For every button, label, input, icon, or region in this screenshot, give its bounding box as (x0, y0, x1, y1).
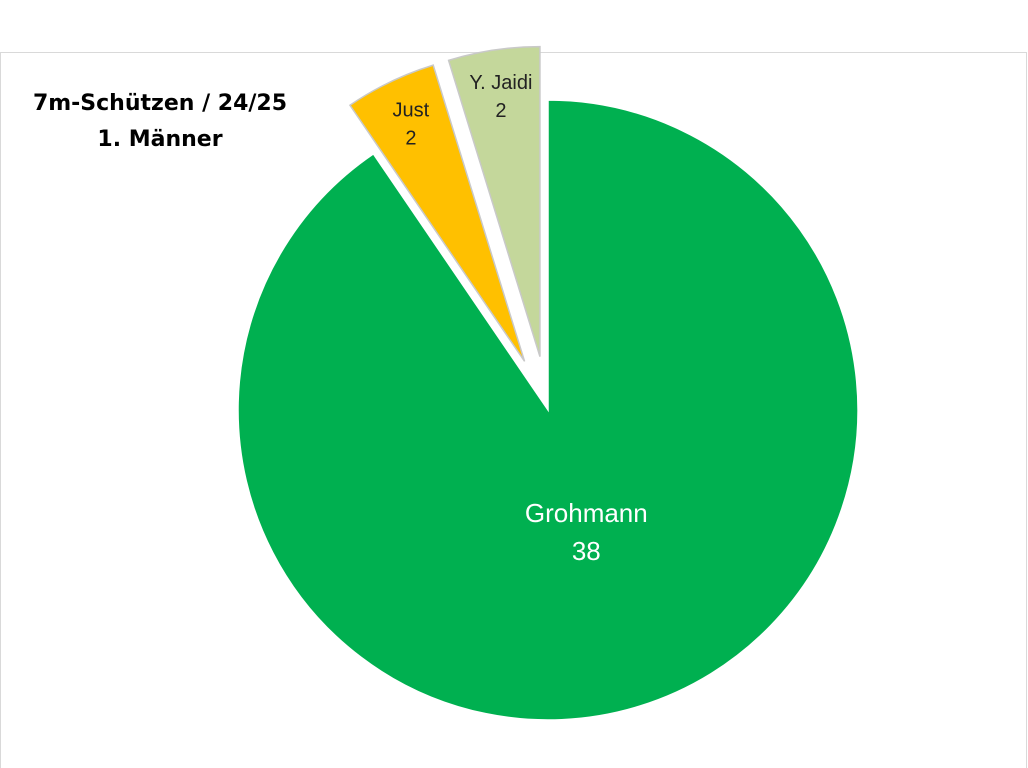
pie-slice (447, 45, 541, 357)
slice-value: 2 (495, 100, 506, 122)
slice-value: 38 (572, 536, 601, 566)
pie-slice (348, 64, 526, 362)
pie-slice (237, 99, 859, 721)
slice-label: Y. Jaidi (469, 72, 532, 94)
chart-subtitle: 1. Männer (97, 127, 222, 152)
chart-title: 7m-Schützen / 24/25 (33, 91, 287, 116)
slice-label: Just (393, 100, 430, 122)
slice-label: Grohmann (525, 498, 648, 528)
slice-value: 2 (405, 128, 416, 150)
